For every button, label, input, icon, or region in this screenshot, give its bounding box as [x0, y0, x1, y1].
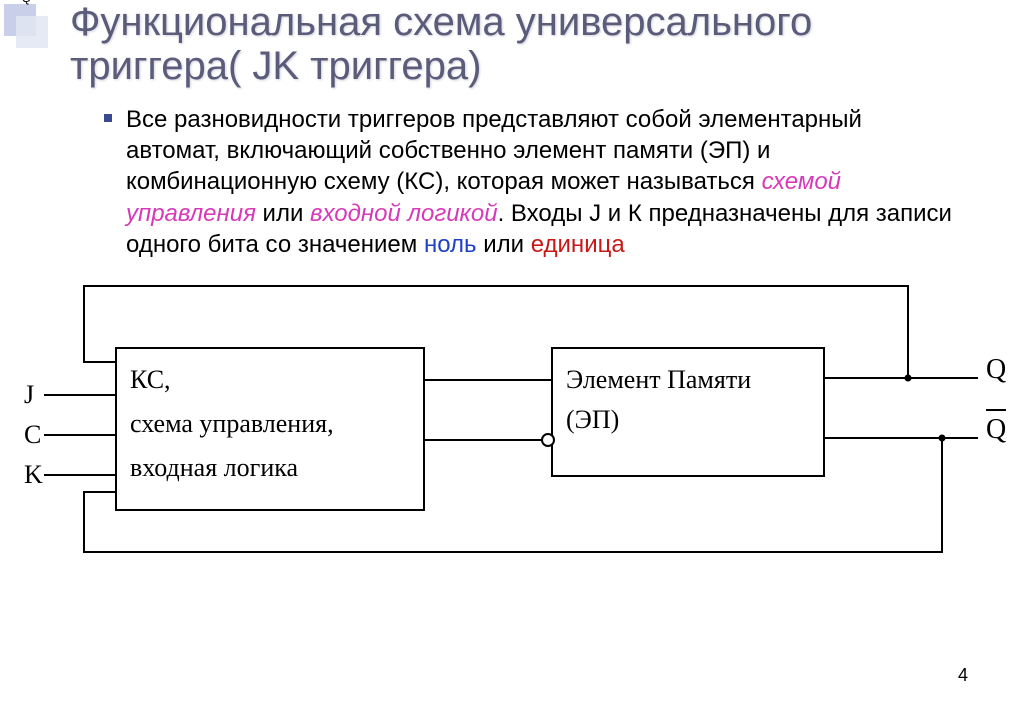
block-diagram: J C K КС, схема управления, входная логи… — [0, 260, 1024, 596]
paragraph-text: Все разновидности триггеров представляют… — [126, 104, 954, 260]
corner-decoration: Q — [4, 4, 64, 48]
svg-text:(ЭП): (ЭП) — [566, 405, 619, 434]
bullet-square-icon — [104, 114, 112, 122]
overline-q-tiny: Q — [22, 0, 32, 5]
svg-text:Элемент Памяти: Элемент Памяти — [566, 365, 751, 394]
label-qbar: Q — [986, 414, 1006, 445]
diagram-svg: J C K КС, схема управления, входная логи… — [0, 260, 1024, 596]
input-labels: J C K — [24, 380, 43, 489]
label-k: K — [24, 460, 43, 489]
input-lines — [44, 395, 116, 475]
inversion-bubble-icon — [542, 434, 554, 446]
junction-dot — [905, 374, 912, 381]
label-c: C — [24, 420, 41, 449]
slide-title: Функциональная схема универсального триг… — [70, 0, 954, 88]
label-q: Q — [986, 354, 1006, 385]
svg-text:КС,: КС, — [130, 365, 171, 394]
slide-title-block: Функциональная схема универсального триг… — [0, 0, 1024, 88]
svg-text:схема управления,: схема управления, — [130, 409, 334, 438]
slide-number: 4 — [958, 665, 968, 686]
bullet-item: Все разновидности триггеров представляют… — [0, 88, 1024, 260]
label-j: J — [24, 380, 34, 409]
junction-dot — [939, 434, 946, 441]
output-labels: Q Q — [986, 354, 1006, 445]
svg-text:входная логика: входная логика — [130, 453, 298, 482]
